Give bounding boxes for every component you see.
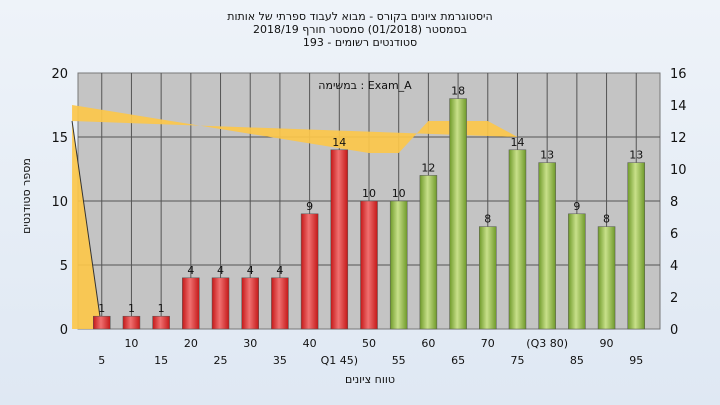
- y-tick-right: 12: [670, 131, 687, 146]
- x-tick-label: 70: [481, 337, 495, 350]
- x-tick-label: 40: [303, 337, 317, 350]
- y-tick-left: 5: [60, 259, 68, 274]
- y-tick-right: 4: [670, 259, 678, 274]
- data-label: 13: [629, 149, 643, 162]
- bar: [360, 200, 378, 330]
- y-tick-right: 16: [670, 67, 687, 82]
- data-label: 4: [247, 264, 254, 277]
- x-tick-label: 50: [362, 337, 376, 350]
- x-tick-label: 15: [154, 354, 168, 367]
- x-tick-label: 20: [184, 337, 198, 350]
- bar: [300, 213, 319, 330]
- data-label: 10: [362, 187, 376, 200]
- bar: [419, 175, 438, 330]
- bar: [538, 162, 556, 330]
- x-tick-label: (Q3 80): [526, 337, 568, 350]
- x-tick-label: 65: [451, 354, 465, 367]
- y-tick-left: 10: [51, 195, 68, 210]
- bar: [389, 200, 408, 330]
- bar: [241, 277, 259, 330]
- bar: [152, 315, 170, 330]
- bar: [93, 315, 111, 330]
- data-label: 4: [217, 264, 224, 277]
- data-label: 9: [573, 200, 580, 213]
- x-tick-label: 25: [214, 354, 228, 367]
- band-edge: [71, 120, 103, 330]
- data-label: 18: [451, 85, 465, 98]
- x-tick-label: 95: [629, 354, 643, 367]
- bar: [122, 315, 141, 330]
- y-tick-right: 6: [670, 227, 678, 242]
- x-axis-label: טווח ציונים: [345, 373, 395, 386]
- bar: [627, 162, 645, 330]
- data-label: 1: [128, 302, 135, 315]
- bar: [479, 226, 497, 330]
- data-label: 9: [306, 200, 313, 213]
- x-tick-label: 90: [600, 337, 614, 350]
- y-axis-label-left: מספר סטודנטים: [20, 158, 33, 234]
- bar: [330, 149, 349, 330]
- y-tick-right: 14: [670, 99, 687, 114]
- data-label: 14: [332, 136, 346, 149]
- data-label: 8: [484, 213, 491, 226]
- bar: [597, 226, 616, 330]
- x-tick-label: 60: [421, 337, 435, 350]
- y-tick-left: 0: [60, 323, 68, 338]
- data-label: 13: [540, 149, 554, 162]
- x-tick-label: 30: [243, 337, 257, 350]
- data-label: 8: [603, 213, 610, 226]
- data-label: 14: [510, 136, 524, 149]
- data-label: 1: [158, 302, 165, 315]
- bar: [182, 277, 200, 330]
- bar: [568, 213, 586, 330]
- bar: [449, 98, 467, 330]
- x-tick-label: 5: [98, 354, 105, 367]
- bar: [508, 149, 527, 330]
- title-line-1: היסטוגרמת ציונים בקורס - מבוא לעבוד ספרת…: [227, 10, 493, 23]
- y-tick-right: 8: [670, 195, 678, 210]
- x-tick-label: 35: [273, 354, 287, 367]
- title-line-3: סטודנטים רשומים - 193: [302, 36, 418, 49]
- chart-title: היסטוגרמת ציונים בקורס - מבוא לעבוד ספרת…: [0, 10, 720, 49]
- y-tick-right: 0: [670, 323, 678, 338]
- x-tick-label: 55: [392, 354, 406, 367]
- y-tick-right: 10: [670, 163, 687, 178]
- data-label: 4: [276, 264, 283, 277]
- bar: [211, 277, 230, 330]
- x-tick-label: Q1 45): [321, 354, 358, 367]
- exam-annotation: במשימה : Exam_A: [318, 79, 412, 92]
- title-line-2: בסמסטר (01/2018) סמסטר חורף 2018/19: [253, 23, 467, 36]
- x-tick-label: 75: [510, 354, 524, 367]
- x-tick-label: 10: [124, 337, 138, 350]
- data-label: 10: [392, 187, 406, 200]
- y-tick-left: 15: [51, 131, 68, 146]
- data-label: 12: [421, 161, 435, 174]
- x-tick-label: 85: [570, 354, 584, 367]
- y-tick-left: 20: [51, 67, 68, 82]
- bar: [271, 277, 289, 330]
- y-tick-right: 2: [670, 291, 678, 306]
- data-label: 4: [187, 264, 194, 277]
- data-label: 1: [98, 302, 105, 315]
- quartile-band: [72, 105, 518, 329]
